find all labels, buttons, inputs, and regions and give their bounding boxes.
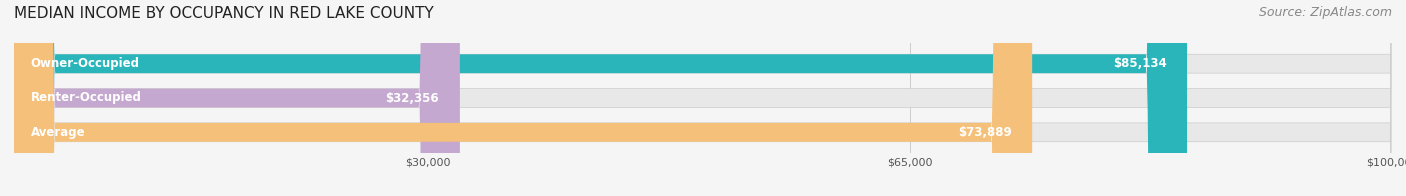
Text: $85,134: $85,134 xyxy=(1112,57,1167,70)
FancyBboxPatch shape xyxy=(14,0,1032,196)
Text: Renter-Occupied: Renter-Occupied xyxy=(31,92,142,104)
Text: MEDIAN INCOME BY OCCUPANCY IN RED LAKE COUNTY: MEDIAN INCOME BY OCCUPANCY IN RED LAKE C… xyxy=(14,6,434,21)
Text: Average: Average xyxy=(31,126,86,139)
Text: Owner-Occupied: Owner-Occupied xyxy=(31,57,139,70)
Text: Source: ZipAtlas.com: Source: ZipAtlas.com xyxy=(1258,6,1392,19)
Text: $32,356: $32,356 xyxy=(385,92,439,104)
FancyBboxPatch shape xyxy=(14,0,460,196)
Text: $73,889: $73,889 xyxy=(957,126,1011,139)
FancyBboxPatch shape xyxy=(14,0,1392,196)
FancyBboxPatch shape xyxy=(14,0,1187,196)
FancyBboxPatch shape xyxy=(14,0,1392,196)
FancyBboxPatch shape xyxy=(14,0,1392,196)
